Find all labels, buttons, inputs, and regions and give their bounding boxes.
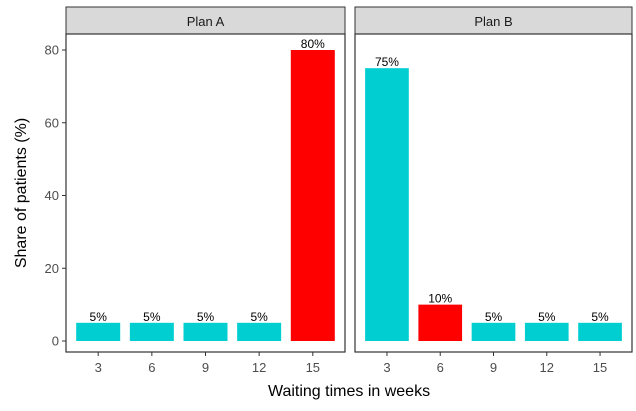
x-tick-label: 12	[252, 360, 266, 375]
facet-strip	[354, 6, 633, 35]
x-tick-label: 3	[95, 360, 102, 375]
x-tick-label: 6	[437, 360, 444, 375]
y-axis-title: Share of patients (%)	[13, 118, 30, 268]
bar-data-label: 5%	[250, 310, 268, 324]
bar-data-label: 5%	[90, 310, 108, 324]
facet-strip-label: Plan B	[474, 14, 512, 29]
bar	[237, 322, 282, 341]
x-axes: 3 6 9 12 15 3 6 9 12 15	[95, 352, 607, 375]
x-tick-label: 6	[148, 360, 155, 375]
panel-a: Plan A 5% 5% 5% 5% 80%	[65, 6, 346, 353]
facet-strip	[65, 6, 346, 35]
x-tick-label: 3	[383, 360, 390, 375]
bar	[365, 68, 409, 341]
bar-data-label: 75%	[375, 55, 399, 69]
y-tick-label: 0	[52, 334, 59, 349]
bar	[524, 322, 569, 341]
x-tick-label: 12	[540, 360, 554, 375]
y-tick-label: 40	[45, 188, 59, 203]
bar-data-label: 5%	[197, 310, 215, 324]
x-tick-label: 15	[593, 360, 607, 375]
bar-data-label: 5%	[143, 310, 161, 324]
panels-layer: Plan A 5% 5% 5% 5% 80% Plan B 75% 10% 5% 5% 5%	[65, 6, 633, 353]
bar	[183, 322, 228, 341]
facet-strip-label: Plan A	[187, 14, 225, 29]
y-axis: 0 20 40 60 80	[45, 43, 66, 349]
y-tick-label: 80	[45, 43, 59, 58]
bar	[290, 50, 335, 341]
bar	[471, 322, 516, 341]
bar	[578, 322, 622, 341]
bar-data-label: 80%	[301, 37, 325, 51]
y-tick-label: 20	[45, 261, 59, 276]
x-tick-label: 9	[202, 360, 209, 375]
bar	[129, 322, 174, 341]
bar	[76, 322, 121, 341]
bar-data-label: 10%	[428, 292, 452, 306]
x-axis-title: Waiting times in weeks	[268, 383, 430, 400]
panel-b: Plan B 75% 10% 5% 5% 5%	[354, 6, 633, 353]
bar-data-label: 5%	[538, 310, 556, 324]
y-tick-label: 60	[45, 115, 59, 130]
bar-data-label: 5%	[485, 310, 503, 324]
bar	[418, 304, 463, 341]
x-tick-label: 9	[490, 360, 497, 375]
bar-data-label: 5%	[591, 310, 609, 324]
x-tick-label: 15	[306, 360, 320, 375]
